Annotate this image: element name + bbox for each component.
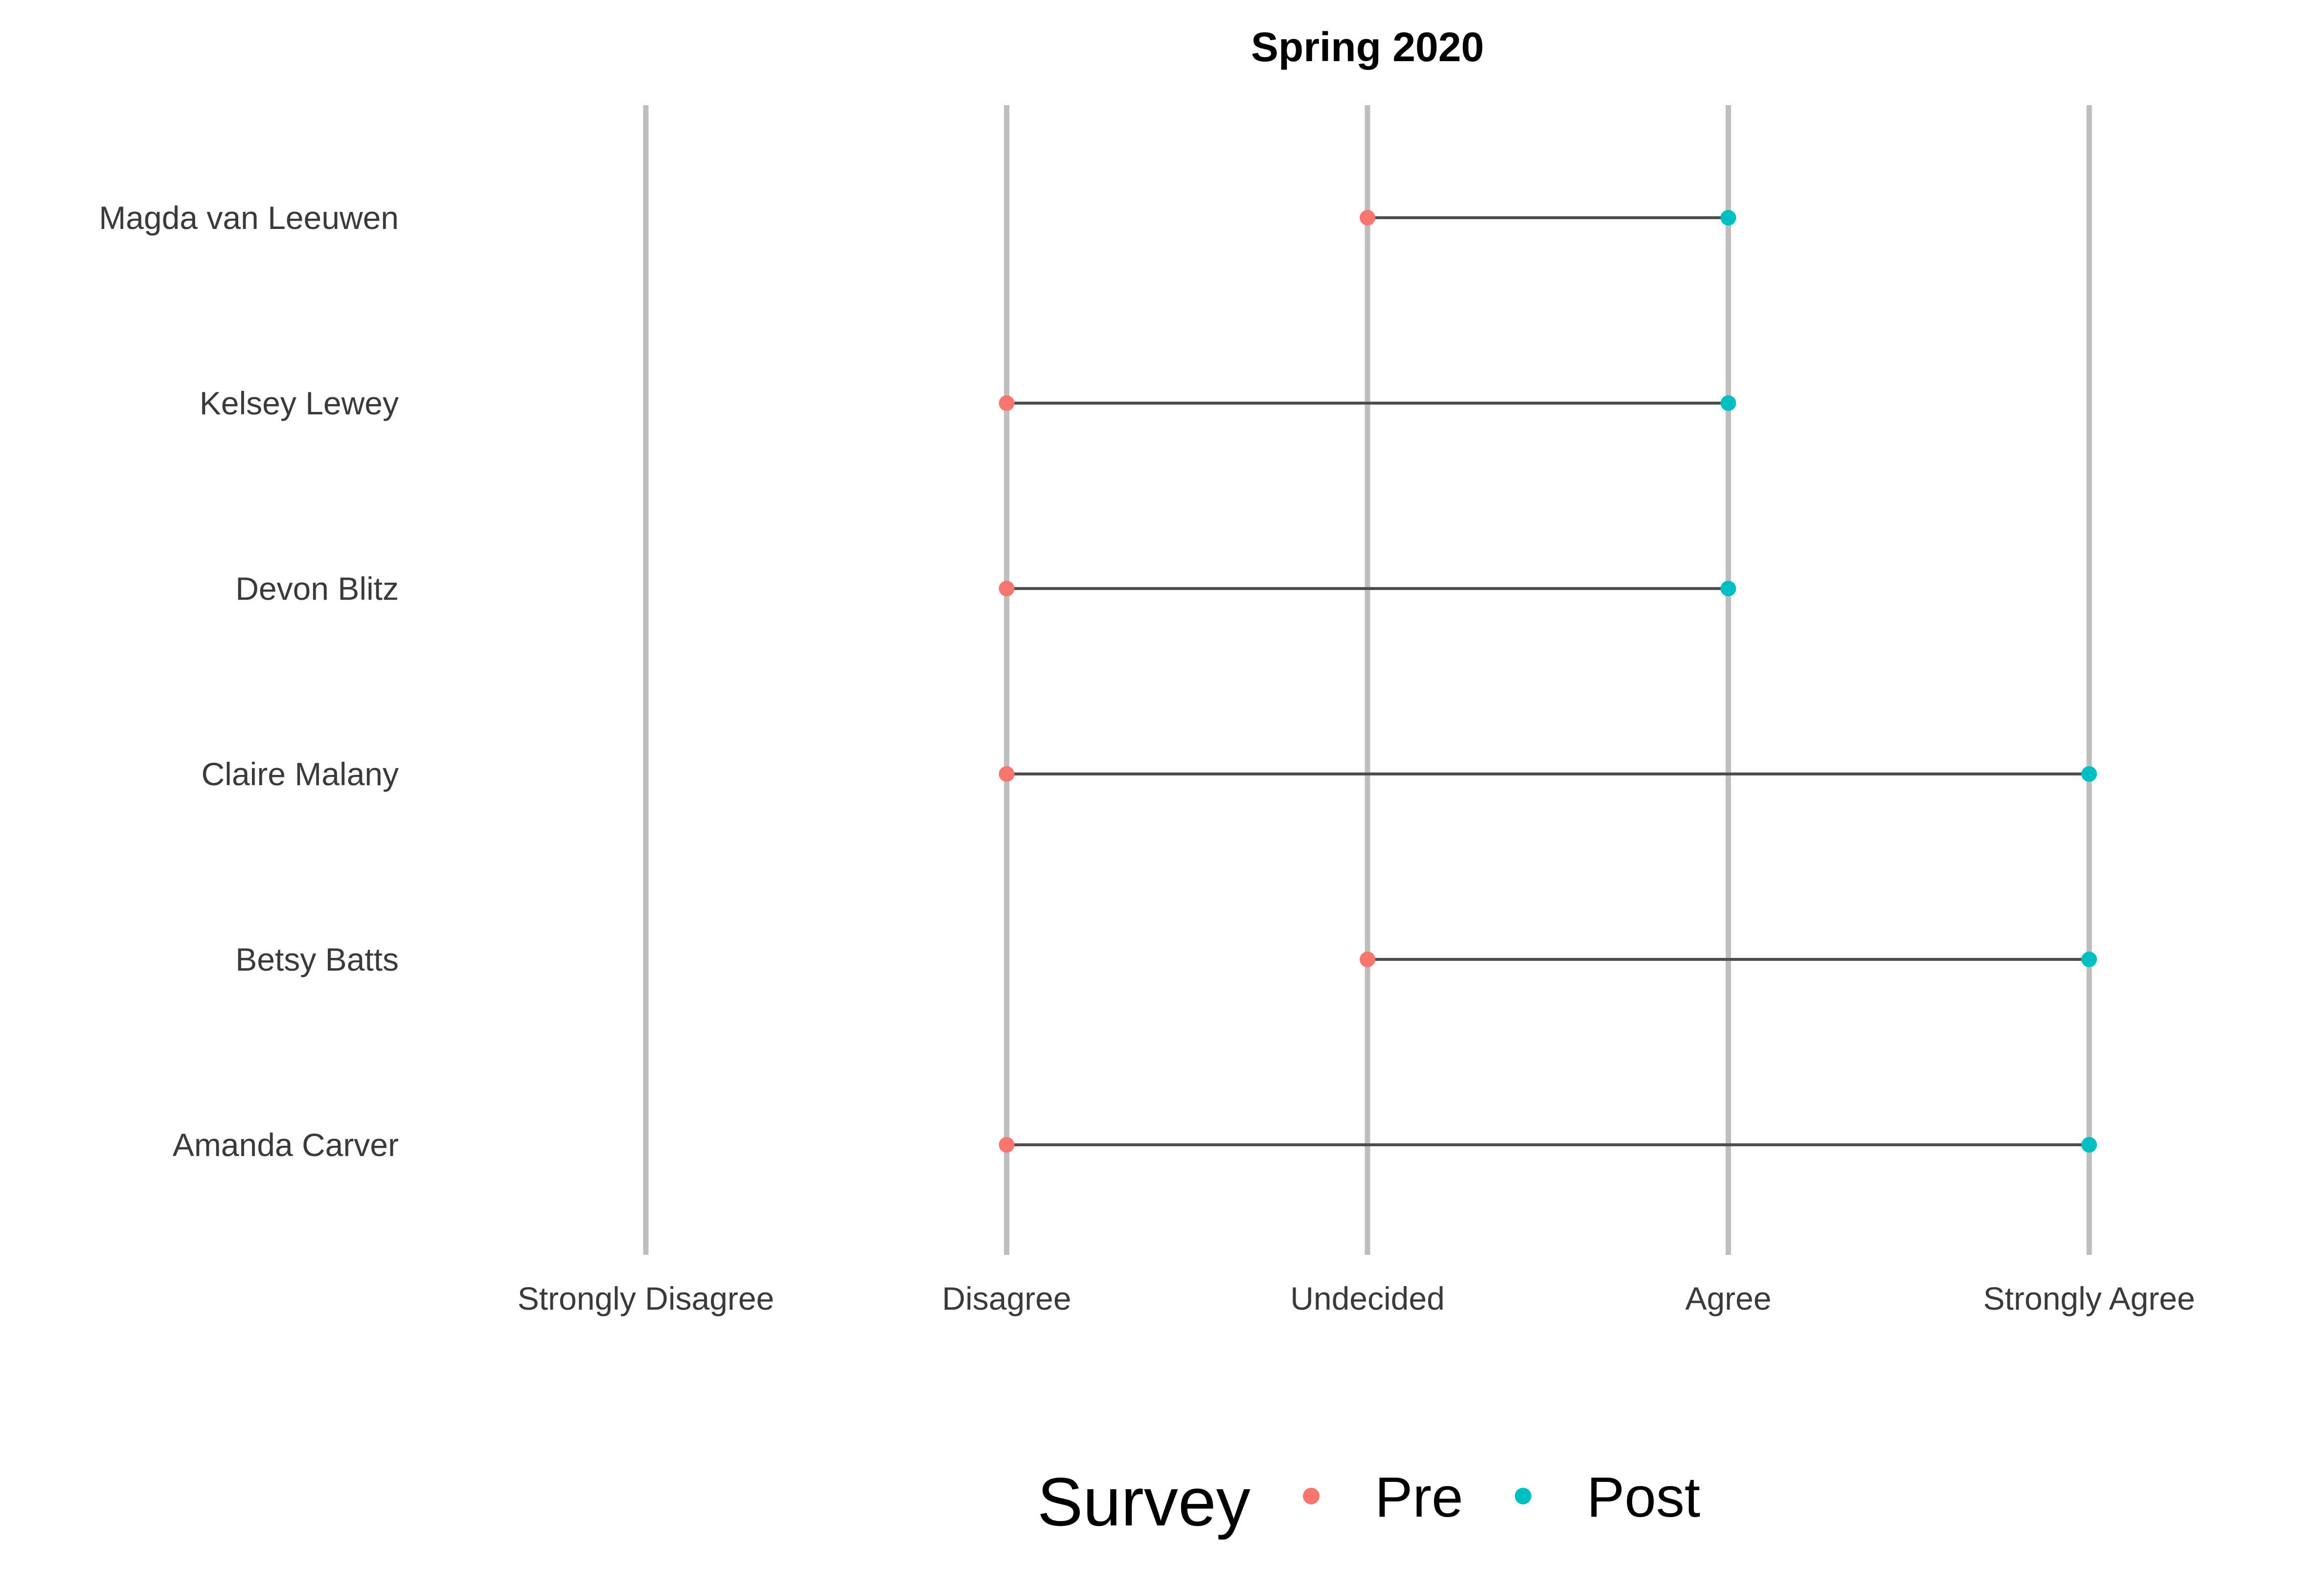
pre-point	[999, 581, 1015, 596]
y-axis-labels: Magda van Leeuwen Kelsey Lewey Devon Blitz…	[99, 200, 399, 1163]
x-tick-label: Strongly Disagree	[518, 1280, 775, 1317]
legend: Survey Pre Post	[1037, 1463, 1700, 1540]
y-axis-label: Devon Blitz	[235, 570, 399, 607]
y-axis-label: Betsy Batts	[235, 941, 399, 977]
y-axis-label: Kelsey Lewey	[200, 385, 399, 421]
chart-title: Spring 2020	[1251, 24, 1484, 70]
x-tick-label: Strongly Agree	[1983, 1280, 2195, 1317]
pre-point	[1360, 952, 1375, 967]
legend-pre-key	[1303, 1488, 1320, 1504]
post-point	[1720, 581, 1736, 596]
post-point	[1720, 210, 1736, 226]
post-point	[2081, 766, 2097, 782]
gridlines	[643, 105, 2092, 1255]
post-point	[1720, 395, 1736, 411]
legend-pre-label: Pre	[1375, 1465, 1463, 1529]
x-axis-tick-labels: Strongly Disagree Disagree Undecided Agree S…	[518, 1280, 2195, 1317]
post-point	[2081, 1137, 2097, 1153]
pre-point	[999, 766, 1015, 782]
legend-post-label: Post	[1587, 1465, 1700, 1529]
y-axis-label: Amanda Carver	[173, 1127, 399, 1163]
segments	[1006, 216, 2089, 1146]
legend-title: Survey	[1037, 1463, 1251, 1540]
post-point	[2081, 952, 2097, 967]
legend-post-key	[1515, 1488, 1531, 1504]
x-tick-label: Undecided	[1290, 1280, 1445, 1317]
x-tick-label: Agree	[1685, 1280, 1771, 1317]
points	[999, 210, 2097, 1153]
y-axis-label: Claire Malany	[202, 756, 399, 792]
pre-point	[1360, 210, 1375, 226]
y-axis-label: Magda van Leeuwen	[99, 200, 399, 236]
pre-point	[999, 395, 1015, 411]
pre-point	[999, 1137, 1015, 1153]
x-tick-label: Disagree	[942, 1280, 1071, 1317]
